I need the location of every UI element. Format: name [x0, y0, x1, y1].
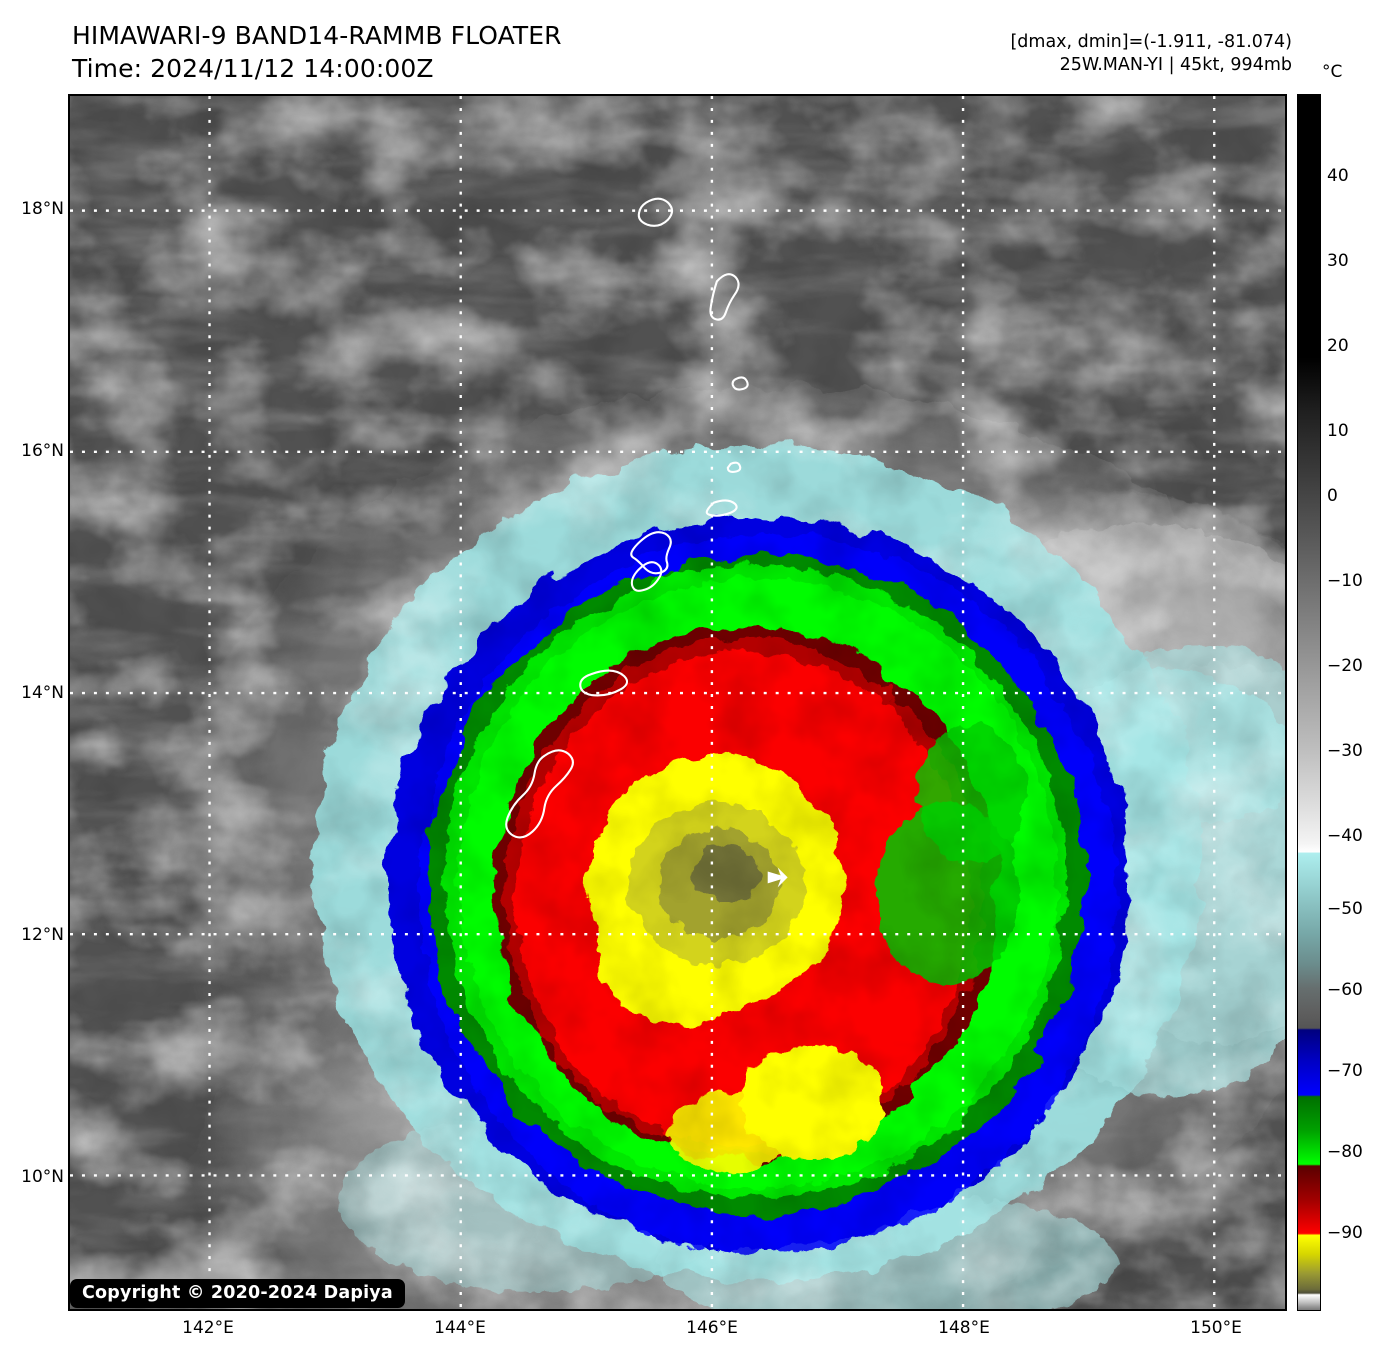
xtick-label-148e: 148°E [938, 1318, 990, 1338]
ytick-label-14n: 14°N [21, 683, 64, 703]
storm-info-label: 25W.MAN-YI | 45kt, 994mb [1059, 55, 1292, 76]
temperature-colorbar[interactable] [1297, 94, 1321, 1311]
cbar-tick-40: 40 [1327, 166, 1349, 186]
cbar-tick-0: 0 [1327, 486, 1338, 506]
ytick-label-12n: 12°N [21, 925, 64, 945]
page-title: HIMAWARI-9 BAND14-RAMMB FLOATER [72, 21, 562, 50]
cbar-tick-20: 20 [1327, 336, 1349, 356]
ytick-label-16n: 16°N [21, 441, 64, 461]
xtick-label-150e: 150°E [1190, 1318, 1242, 1338]
cbar-tick-m70: −70 [1327, 1061, 1363, 1081]
xtick-label-144e: 144°E [434, 1318, 486, 1338]
header-meta-block: [dmax, dmin]=(-1.911, -81.074) 25W.MAN-Y… [1010, 31, 1292, 77]
storm-center-marker [767, 867, 788, 888]
cbar-tick-m80: −80 [1327, 1142, 1363, 1162]
ytick-label-18n: 18°N [21, 199, 64, 219]
cbar-tick-m20: −20 [1327, 656, 1363, 676]
xtick-label-146e: 146°E [686, 1318, 738, 1338]
cbar-tick-m10: −10 [1327, 571, 1363, 591]
colorbar-unit-label: °C [1322, 62, 1343, 82]
xtick-label-142e: 142°E [182, 1318, 234, 1338]
cbar-tick-m30: −30 [1327, 741, 1363, 761]
cbar-tick-m90: −90 [1327, 1223, 1363, 1243]
copyright-badge: Copyright © 2020-2024 Dapiya [70, 1279, 405, 1308]
coastline-outlines [505, 197, 749, 839]
cbar-tick-30: 30 [1327, 251, 1349, 271]
cbar-tick-m40: −40 [1327, 826, 1363, 846]
cbar-tick-m60: −60 [1327, 980, 1363, 1000]
satellite-imagery [70, 96, 1285, 1309]
ytick-label-10n: 10°N [21, 1167, 64, 1187]
timestamp-label: Time: 2024/11/12 14:00:00Z [72, 53, 434, 83]
data-range-label: [dmax, dmin]=(-1.911, -81.074) [1010, 32, 1292, 52]
cbar-tick-10: 10 [1327, 421, 1349, 441]
header-title-block: HIMAWARI-9 BAND14-RAMMB FLOATER Time: 20… [72, 20, 562, 85]
satellite-image-plot[interactable] [68, 94, 1287, 1311]
cbar-tick-m50: −50 [1327, 899, 1363, 919]
